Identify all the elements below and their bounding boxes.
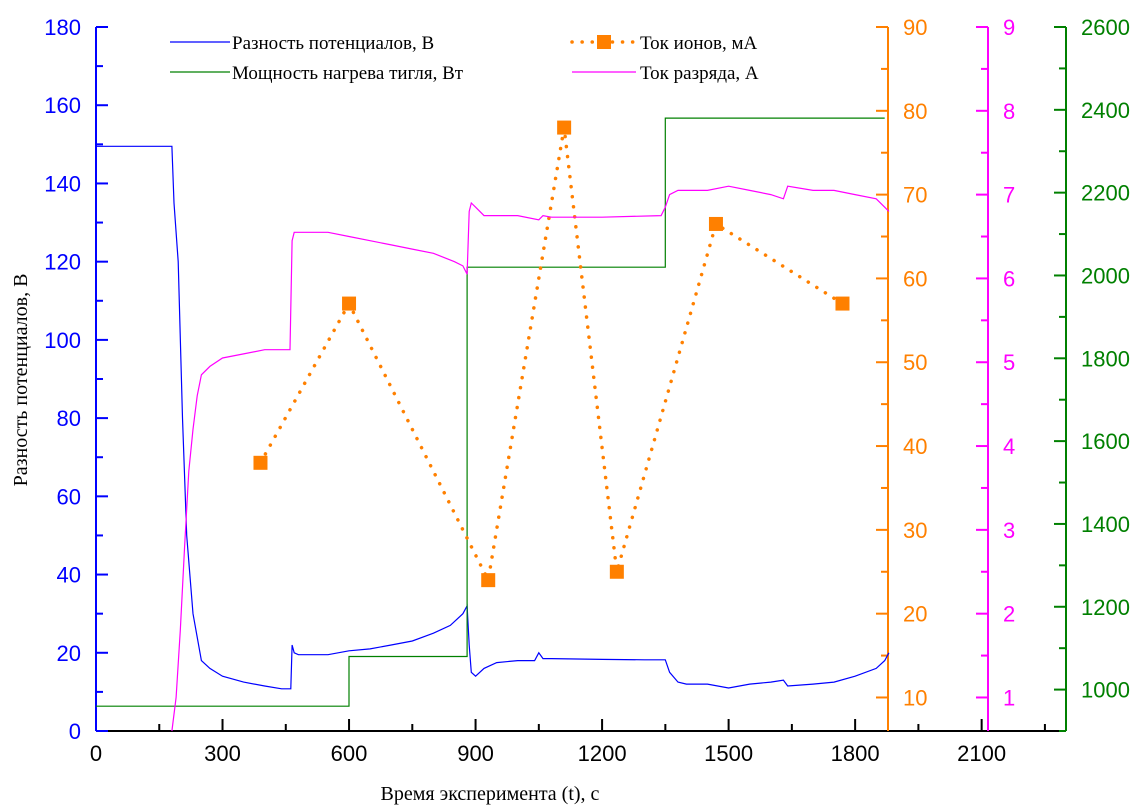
ion-current-marker [609, 564, 624, 579]
x-tick-label: 1500 [704, 741, 753, 766]
right-orange-tick-label: 20 [903, 602, 927, 627]
x-tick-label: 300 [204, 741, 241, 766]
right-green-tick-label: 1600 [1081, 429, 1130, 454]
right-green-tick-label: 2600 [1081, 15, 1130, 40]
y-axis-label: Разность потенциалов, В [10, 274, 32, 487]
series-ion-current-line [258, 127, 845, 586]
x-tick-label: 0 [90, 741, 102, 766]
right-green-tick-label: 2400 [1081, 98, 1130, 123]
legend-label: Мощность нагрева тигля, Вт [232, 63, 464, 84]
left-tick-label: 120 [44, 250, 81, 275]
series-layer [96, 117, 890, 732]
left-tick-label: 180 [44, 15, 81, 40]
right-orange-tick-label: 40 [903, 434, 927, 459]
left-tick-label: 0 [69, 719, 81, 744]
right-orange-tick-label: 70 [903, 183, 927, 208]
legend-ion-current-marker [597, 35, 611, 49]
ion-current-marker [481, 573, 496, 588]
left-tick-label: 20 [57, 641, 81, 666]
right-orange-tick-label: 90 [903, 15, 927, 40]
right-magenta-tick-label: 9 [1003, 15, 1015, 40]
legend: Разность потенциалов, В Мощность нагрева … [170, 33, 759, 84]
series-discharge-current-line [171, 185, 890, 732]
right-magenta-tick-label: 8 [1003, 99, 1015, 124]
right-orange-tick-label: 10 [903, 685, 927, 710]
right-green-tick-label: 1200 [1081, 595, 1130, 620]
left-tick-label: 40 [57, 563, 81, 588]
ion-current-marker [708, 216, 723, 231]
right-green-tick-label: 1000 [1081, 678, 1130, 703]
right-green-tick-label: 1800 [1081, 346, 1130, 371]
right-magenta-tick-label: 4 [1003, 434, 1015, 459]
right-orange-tick-label: 80 [903, 99, 927, 124]
right-green-tick-label: 2200 [1081, 181, 1130, 206]
x-tick-label: 600 [331, 741, 368, 766]
right-orange-tick-label: 50 [903, 350, 927, 375]
right-magenta-tick-label: 5 [1003, 350, 1015, 375]
left-tick-label: 140 [44, 171, 81, 196]
x-tick-label: 900 [457, 741, 494, 766]
legend-label: Разность потенциалов, В [232, 33, 434, 54]
right-magenta-tick-label: 6 [1003, 266, 1015, 291]
x-tick-label: 1800 [831, 741, 880, 766]
x-axis-label: Время эксперимента (t), с [381, 783, 600, 805]
x-tick-label: 1200 [578, 741, 627, 766]
right-magenta-tick-label: 2 [1003, 602, 1015, 627]
ion-current-marker [253, 455, 268, 470]
right-orange-tick-label: 60 [903, 266, 927, 291]
left-tick-label: 160 [44, 93, 81, 118]
ion-current-marker [342, 296, 357, 311]
x-tick-label: 2100 [957, 741, 1006, 766]
right-magenta-tick-label: 3 [1003, 518, 1015, 543]
right-magenta-tick-label: 1 [1003, 685, 1015, 710]
right-green-tick-label: 1400 [1081, 512, 1130, 537]
left-tick-label: 60 [57, 484, 81, 509]
axes-layer: 0 300 600 900 1200 1500 1800 210002040608010012… [44, 15, 1130, 766]
right-orange-tick-label: 30 [903, 518, 927, 543]
ion-current-marker [557, 120, 572, 135]
series-potential-line [96, 145, 890, 690]
right-green-tick-label: 2000 [1081, 263, 1130, 288]
legend-label: Ток ионов, мА [640, 33, 757, 54]
legend-label: Ток разряда, А [640, 63, 759, 84]
series-heating-power-line [96, 117, 885, 707]
left-tick-label: 100 [44, 328, 81, 353]
left-tick-label: 80 [57, 406, 81, 431]
ion-current-marker [835, 296, 850, 311]
right-magenta-tick-label: 7 [1003, 183, 1015, 208]
